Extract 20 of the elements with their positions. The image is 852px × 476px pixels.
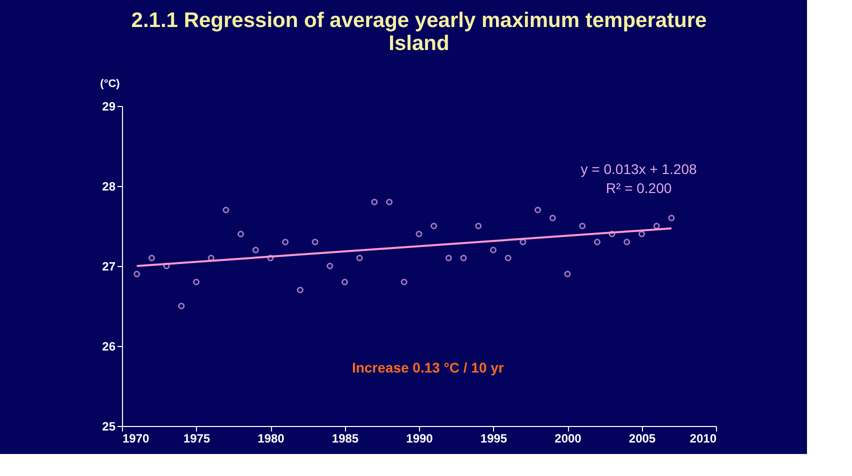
annotation: y = 0.013x + 1.208 bbox=[580, 161, 697, 177]
annotation: Increase 0.13 °C / 10 yr bbox=[352, 359, 504, 376]
y-tick-label: 27 bbox=[102, 260, 116, 274]
text: Island bbox=[388, 32, 450, 55]
text: 2.1.1 Regression of average yearly maximum temperature bbox=[131, 9, 707, 32]
x-tick-label: 2010 bbox=[690, 432, 717, 446]
x-tick-label: 2000 bbox=[554, 432, 582, 446]
y-tick-label: 28 bbox=[102, 180, 116, 194]
x-tick-label: 2005 bbox=[628, 432, 656, 446]
y-axis-title: (°C) bbox=[100, 78, 120, 90]
x-tick-label: 1990 bbox=[406, 432, 434, 446]
y-tick-label: 25 bbox=[102, 420, 116, 434]
annotation: R² = 0.200 bbox=[606, 180, 672, 196]
x-tick-label: 1980 bbox=[258, 432, 285, 446]
y-tick-label: 26 bbox=[102, 340, 116, 354]
x-tick-label: 1985 bbox=[332, 432, 359, 446]
y-tick-label: 29 bbox=[102, 100, 116, 114]
x-tick-label: 1995 bbox=[480, 432, 508, 446]
x-tick-label: 1970 bbox=[122, 432, 150, 446]
x-tick-label: 1975 bbox=[183, 432, 210, 446]
